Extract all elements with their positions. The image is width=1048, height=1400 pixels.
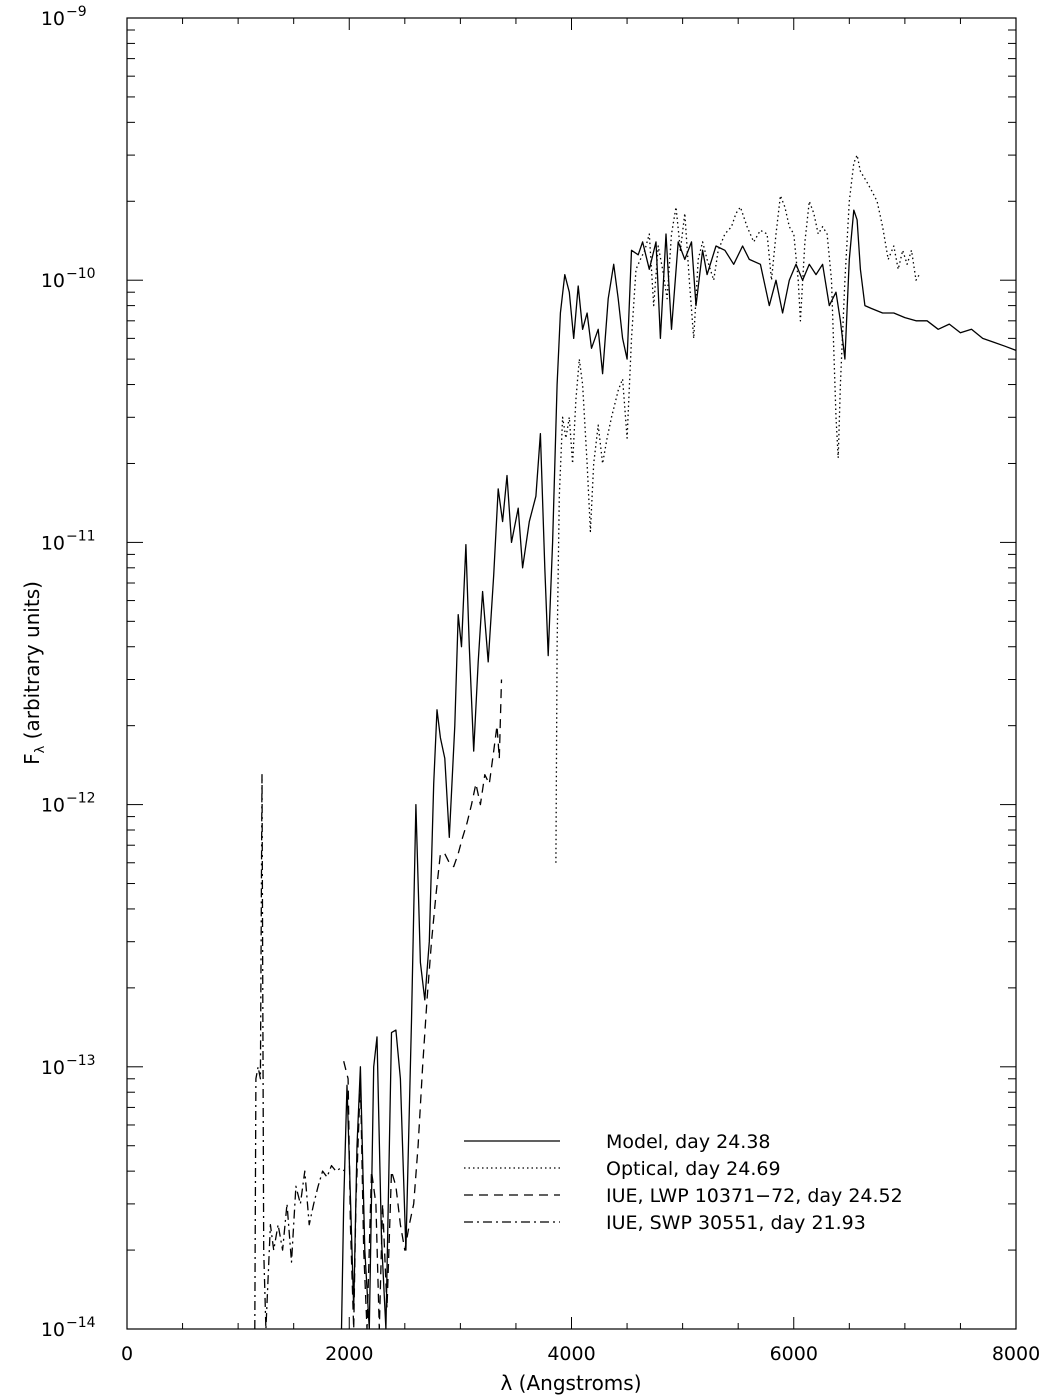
- y-axis-label-rest: (arbitrary units): [20, 581, 44, 746]
- x-tick-label: 0: [121, 1343, 133, 1365]
- legend: Model, day 24.38 Optical, day 24.69 IUE, L…: [464, 1131, 903, 1234]
- legend-label: IUE, LWP 10371−72, day 24.52: [606, 1185, 903, 1207]
- series-line-3: [343, 679, 503, 1330]
- y-tick-exponent: −10: [66, 266, 96, 282]
- y-tick-exponent: −12: [66, 791, 96, 807]
- plot-frame: [126, 17, 1017, 1330]
- legend-label: Optical, day 24.69: [606, 1158, 781, 1180]
- y-tick-exponent: −14: [66, 1315, 96, 1331]
- x-axis-label: λ (Angstroms): [500, 1371, 641, 1395]
- series-line-2: [555, 154, 920, 863]
- legend-label: IUE, SWP 30551, day 21.93: [606, 1212, 866, 1234]
- y-tick-exponent: −13: [66, 1053, 96, 1069]
- y-tick-label: 10−10: [41, 266, 96, 292]
- y-tick-label: 10−12: [41, 791, 96, 817]
- ticks-layer: 0 2000 4000 6000 8000 10−14 10−13 10−12 10−11 10−…: [41, 4, 1040, 1365]
- y-tick-label: 10−14: [41, 1315, 96, 1341]
- y-tick-exponent: −9: [66, 4, 87, 20]
- x-tick-label: 2000: [325, 1343, 373, 1365]
- y-tick-label: 10−11: [41, 528, 96, 554]
- y-axis-label: Fλ (arbitrary units): [20, 581, 48, 765]
- series-line-1: [340, 209, 1017, 1330]
- legend-label: Model, day 24.38: [606, 1131, 771, 1153]
- y-axis-label-main: F: [20, 753, 44, 765]
- y-tick-label: 10−13: [41, 1053, 96, 1079]
- x-tick-label: 8000: [992, 1343, 1040, 1365]
- series-layer: [254, 154, 1017, 1330]
- y-axis-label-sub: λ: [33, 745, 48, 753]
- x-tick-label: 6000: [770, 1343, 818, 1365]
- y-tick-label: 10−9: [41, 4, 87, 30]
- x-tick-label: 4000: [547, 1343, 595, 1365]
- series-line-4: [254, 774, 346, 1330]
- y-tick-exponent: −11: [66, 528, 96, 544]
